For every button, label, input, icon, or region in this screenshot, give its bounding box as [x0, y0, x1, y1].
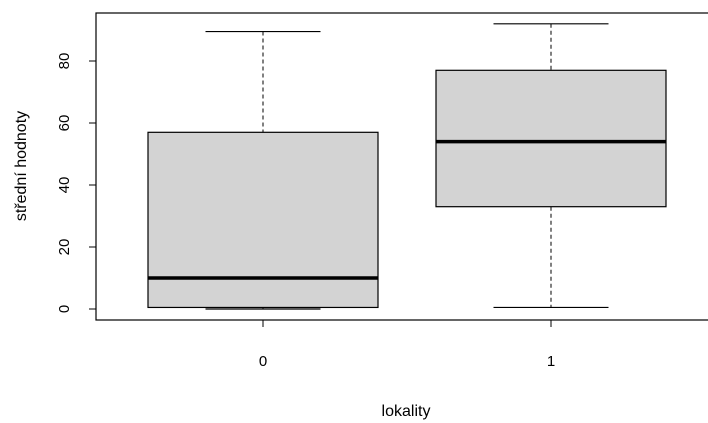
box-group-0 [147, 30, 379, 310]
y-tick-label: 20 [56, 239, 73, 256]
y-axis-title: střední hodnoty [13, 111, 30, 221]
box-iqr [147, 131, 379, 309]
boxes-layer [147, 23, 667, 310]
box-iqr [435, 69, 667, 208]
x-axis-title: lokality [382, 403, 431, 420]
y-axis: 0 20 40 60 80 [56, 53, 97, 313]
x-tick-label: 1 [547, 353, 555, 370]
y-tick-label: 0 [56, 305, 73, 313]
y-tick-label: 40 [56, 177, 73, 194]
y-tick-label: 80 [56, 53, 73, 70]
box-group-1 [435, 23, 667, 309]
y-tick-label: 60 [56, 115, 73, 132]
x-tick-label: 0 [259, 353, 267, 370]
